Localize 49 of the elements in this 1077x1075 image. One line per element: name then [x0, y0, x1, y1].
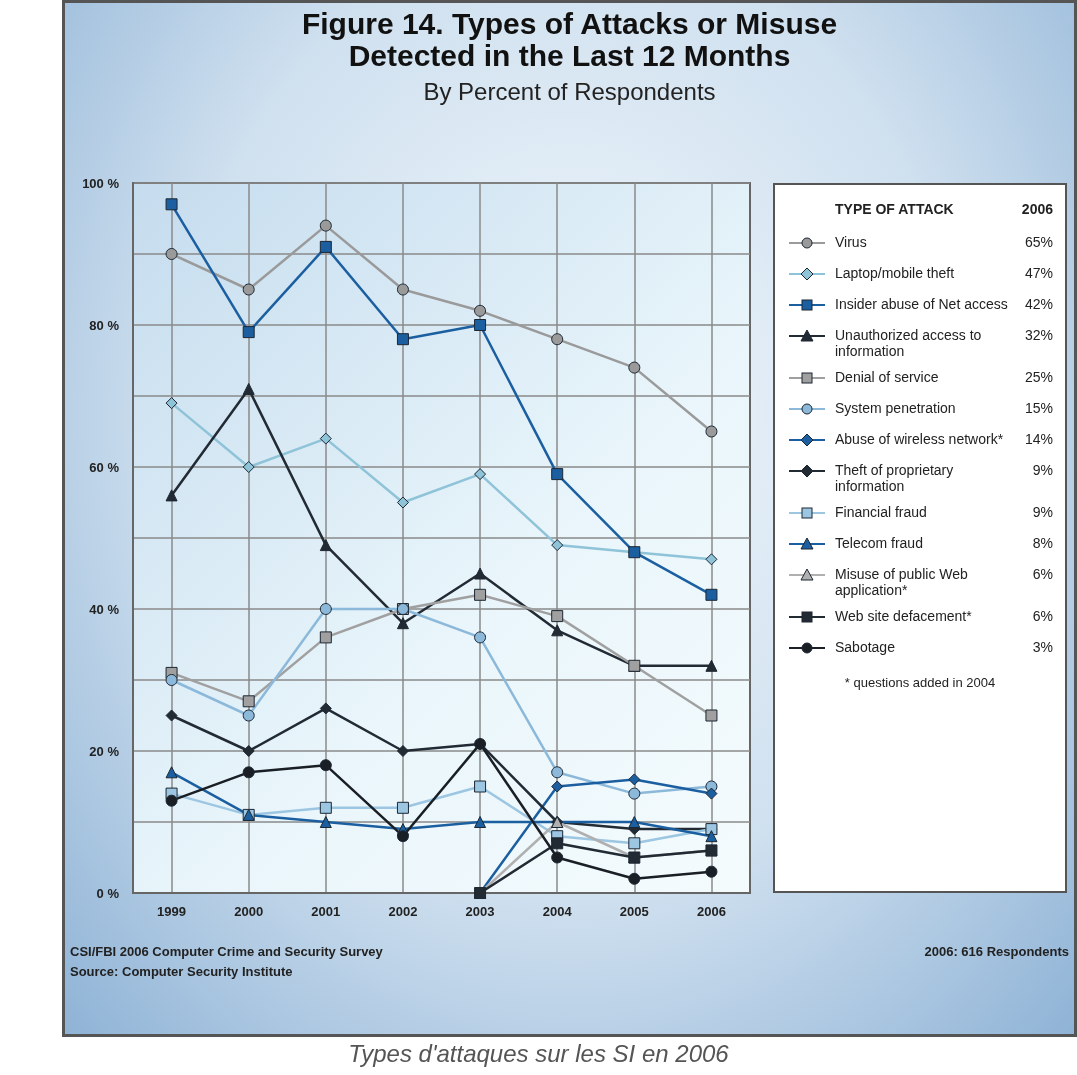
legend-label: Misuse of public Web application*	[834, 565, 969, 600]
legend-label: System penetration	[834, 399, 957, 418]
legend-label: Virus	[834, 233, 868, 252]
x-tick-label: 2004	[542, 904, 573, 919]
text: 6%	[1031, 607, 1054, 626]
legend-label: Insider abuse of Net access	[834, 295, 1009, 314]
x-tick-label: 2000	[234, 904, 264, 919]
x-tick-label: 2005	[619, 904, 649, 919]
chart-title: Figure 14. Types of Attacks or Misuse Detected in the Last 12 Months	[300, 7, 839, 72]
chart-subtitle: By Percent of Respondents	[422, 78, 717, 106]
y-tick-label: 60 %	[89, 459, 120, 475]
legend-title: TYPE OF ATTACK	[834, 200, 955, 219]
y-tick-label: 20 %	[89, 743, 120, 759]
legend-label: Theft of proprietary information	[834, 461, 955, 496]
text: 47%	[1023, 264, 1054, 283]
text: 8%	[1031, 534, 1054, 553]
text: 9%	[1031, 461, 1054, 480]
text: CSI/FBI 2006 Computer Crime and Security Survey	[70, 944, 383, 959]
text: 42%	[1023, 295, 1054, 314]
text: 15%	[1023, 399, 1054, 418]
text: 2006: 616 Respondents	[924, 944, 1069, 959]
y-tick-label: 100 %	[82, 175, 120, 191]
text: 25%	[1023, 368, 1054, 387]
legend-label: Laptop/mobile theft	[834, 264, 956, 283]
text: 6%	[1031, 565, 1054, 584]
x-tick-label: 2003	[465, 904, 495, 919]
legend-label: Web site defacement*	[834, 607, 973, 626]
text: 3%	[1031, 638, 1054, 657]
text: 32%	[1023, 326, 1054, 345]
text: 14%	[1023, 430, 1054, 449]
y-tick-label: 80 %	[89, 317, 120, 333]
x-tick-label: 2006	[696, 904, 726, 919]
legend-label: Unauthorized access to information	[834, 326, 983, 361]
x-tick-label: 2001	[311, 904, 341, 919]
legend-label: Abuse of wireless network*	[834, 430, 1005, 449]
text: 65%	[1023, 233, 1054, 252]
text: 2006	[1020, 200, 1054, 219]
text: Types d'attaques sur les SI en 2006	[347, 1040, 730, 1068]
legend-label: Sabotage	[834, 638, 896, 657]
y-tick-label: 0 %	[96, 885, 120, 901]
text: * questions added in 2004	[843, 674, 997, 692]
legend-label: Financial fraud	[834, 503, 928, 522]
legend-label: Telecom fraud	[834, 534, 924, 553]
x-tick-label: 2002	[388, 904, 418, 919]
legend-label: Denial of service	[834, 368, 940, 387]
source-note: Source: Computer Security Institute	[70, 964, 293, 979]
text: 9%	[1031, 503, 1054, 522]
y-tick-label: 40 %	[89, 601, 120, 617]
x-tick-label: 1999	[157, 904, 187, 919]
